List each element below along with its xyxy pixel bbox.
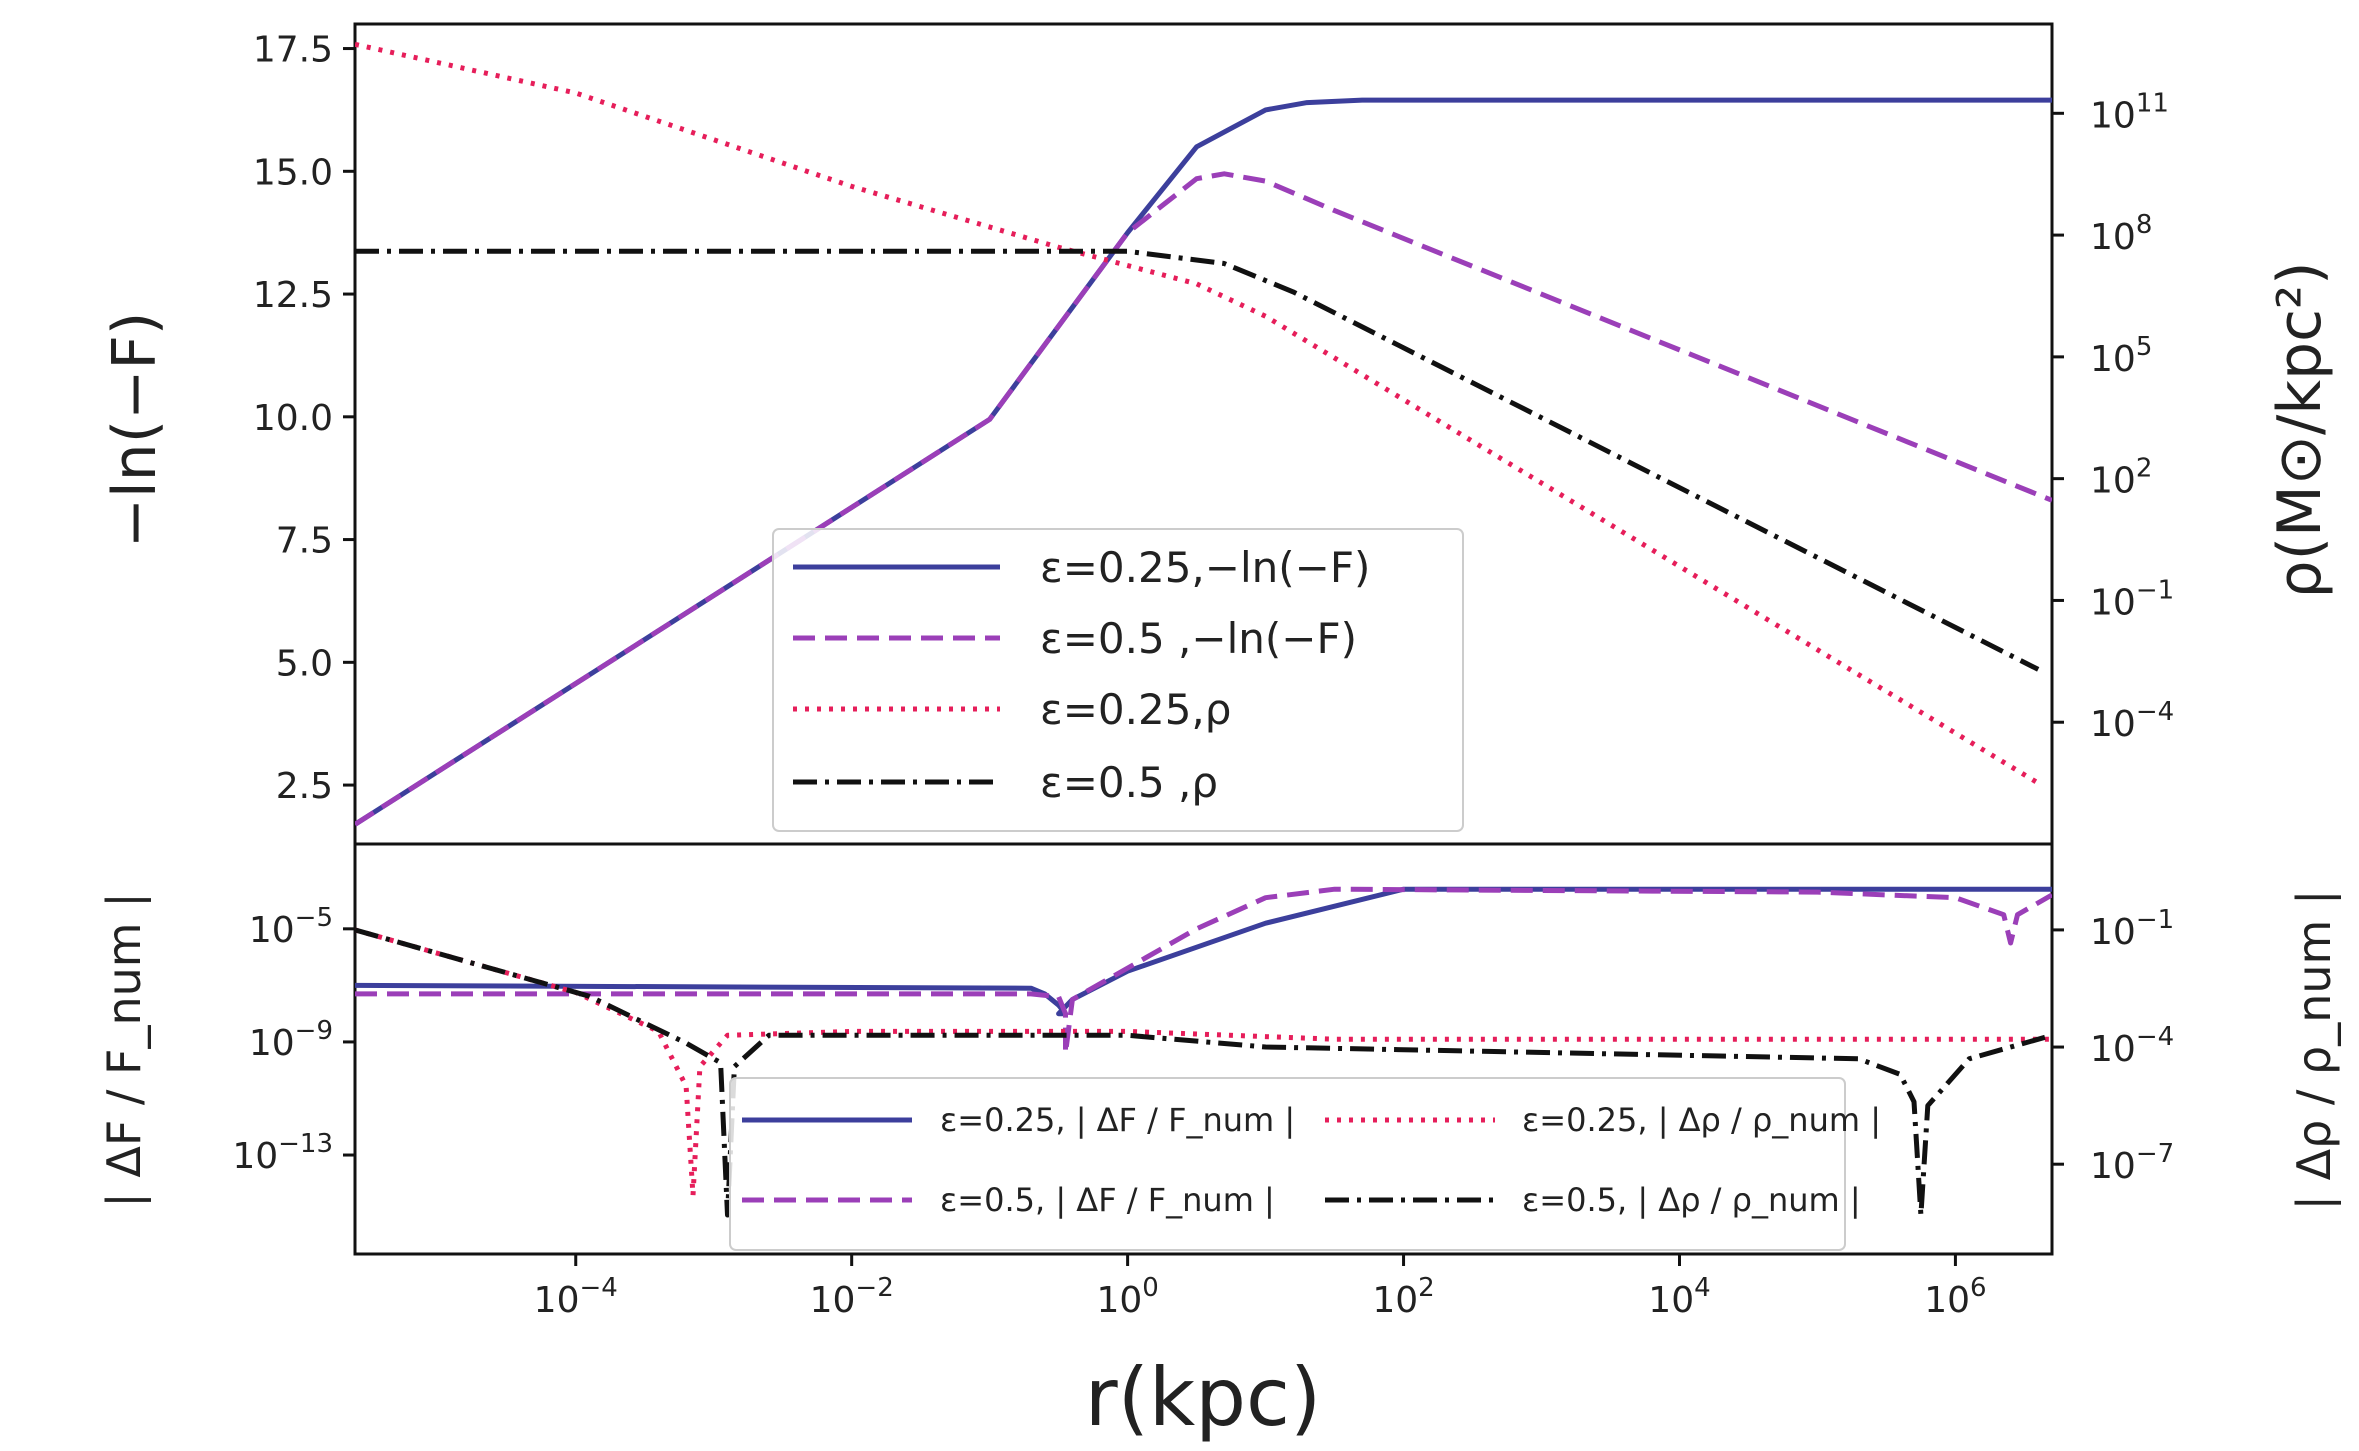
tick-label-x-5: 106: [1924, 1273, 1986, 1321]
tick-label-x-3: 102: [1372, 1273, 1434, 1321]
x-axis-title: r(kpc): [1085, 1351, 1321, 1444]
tick-label-bottom-y-2: 10−13: [232, 1129, 333, 1177]
bottom-legend-label-1: ε=0.5, | ΔF / F_num |: [940, 1181, 1275, 1219]
tick-label-top-y-0: 2.5: [276, 766, 333, 807]
series-line-bottom-3: [355, 927, 2052, 1218]
bottom-legend-label-2: ε=0.25, | Δρ / ρ_num |: [1522, 1101, 1881, 1139]
bottom-panel-frame: [353, 842, 2054, 1256]
top-legend-label-1: ε=0.5 ,−ln(−F): [1040, 614, 1357, 663]
tick-label-top-y-3: 10.0: [253, 398, 333, 439]
series-line-bottom-2: [355, 927, 2052, 1198]
series-line-top-2: [355, 41, 2040, 786]
tick-label-top-y-1: 5.0: [276, 643, 333, 684]
top-y2-axis-title: ρ(M⊙/kpc²): [2265, 261, 2335, 598]
bottom-y-axis-title: | ΔF / F_num |: [97, 892, 152, 1208]
top-y-axis-title: −ln(−F): [100, 312, 170, 549]
series-line-top-1: [355, 171, 2052, 827]
bottom-legend: ε=0.25, | ΔF / F_num | ε=0.5, | ΔF / F_n…: [729, 1077, 1881, 1251]
top-legend-label-3: ε=0.5 ,ρ: [1040, 758, 1218, 807]
tick-label-top-y-4: 12.5: [253, 275, 333, 316]
tick-label-bottom-y2-2: 10−7: [2090, 1139, 2174, 1187]
tick-label-top-y-5: 15.0: [253, 152, 333, 193]
tick-label-bottom-y-1: 10−9: [249, 1016, 333, 1064]
tick-label-x-1: 10−2: [810, 1273, 894, 1321]
tick-label-top-y2-2: 105: [2090, 332, 2152, 380]
series-line-bottom-1: [355, 886, 2052, 1056]
tick-label-x-4: 104: [1648, 1273, 1710, 1321]
tick-label-bottom-y2-1: 10−4: [2090, 1022, 2174, 1070]
bottom-y2-axis-title: | Δρ / ρ_num |: [2287, 890, 2342, 1211]
top-legend-label-2: ε=0.25,ρ: [1040, 685, 1231, 734]
series-line-bottom-0: [355, 886, 2052, 1017]
tick-label-x-0: 10−4: [534, 1273, 618, 1321]
tick-label-top-y2-3: 102: [2090, 454, 2152, 502]
tick-label-top-y-2: 7.5: [276, 521, 333, 562]
tick-label-bottom-y-0: 10−5: [249, 903, 333, 951]
tick-label-top-y2-1: 108: [2090, 210, 2152, 258]
top-legend-label-0: ε=0.25,−ln(−F): [1040, 543, 1370, 592]
bottom-legend-label-0: ε=0.25, | ΔF / F_num |: [940, 1101, 1295, 1139]
bottom-legend-label-3: ε=0.5, | Δρ / ρ_num |: [1522, 1181, 1861, 1219]
series-line-top-3: [355, 248, 2040, 672]
tick-label-x-2: 100: [1096, 1273, 1158, 1321]
tick-label-top-y-6: 17.5: [253, 30, 333, 71]
tick-label-bottom-y2-0: 10−1: [2090, 905, 2174, 953]
top-legend: ε=0.25,−ln(−F) ε=0.5 ,−ln(−F) ε=0.25,ρ ε…: [772, 528, 1464, 832]
tick-label-top-y2-4: 10−1: [2090, 575, 2174, 623]
tick-label-top-y2-5: 10−4: [2090, 697, 2174, 745]
tick-label-top-y2-0: 1011: [2090, 88, 2169, 136]
